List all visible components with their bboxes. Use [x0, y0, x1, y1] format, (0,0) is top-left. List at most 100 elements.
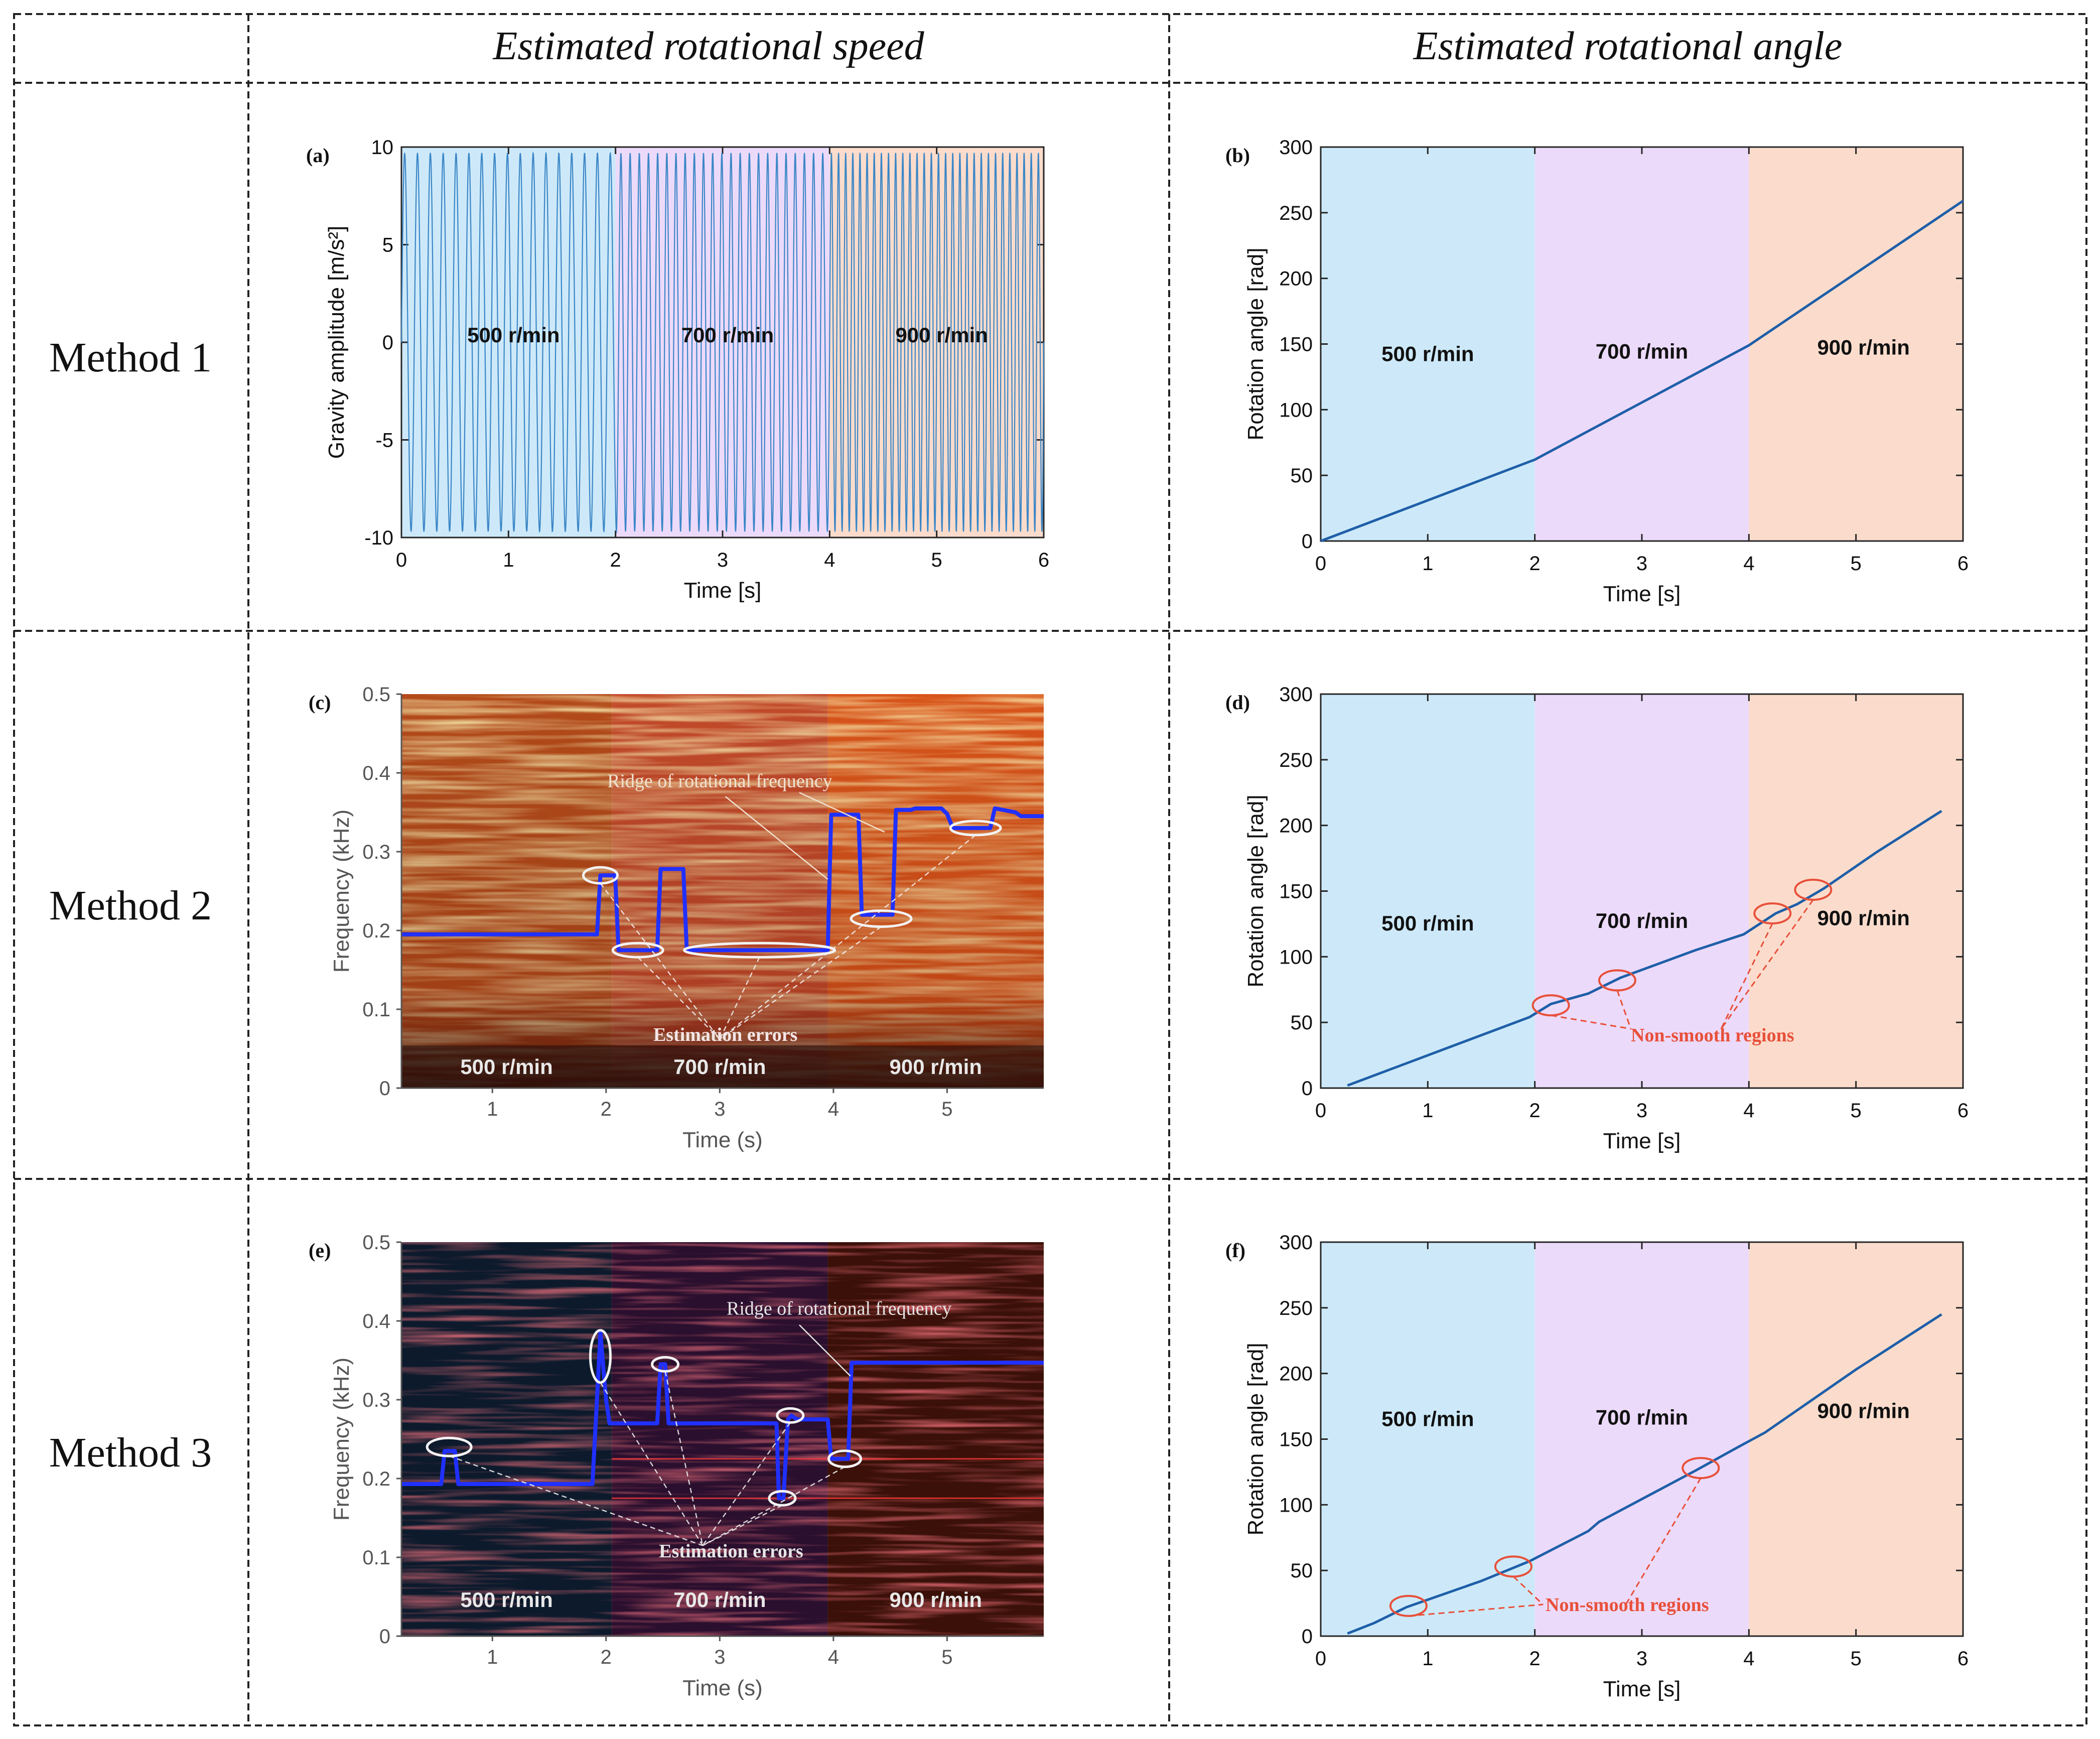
annotation-leader	[1616, 990, 1632, 1029]
panel-label: (e)	[309, 1239, 331, 1262]
x-tick-label: 0	[1315, 1100, 1326, 1122]
chart-panel-f: 0 1 2 3 4 5 6 0 50 100 150 200 250 300 Time [s] Rotatio…	[1225, 1232, 1969, 1701]
x-tick-label: 5	[1851, 1100, 1862, 1122]
band-label: 700 r/min	[1596, 1406, 1688, 1429]
x-axis-label: Time [s]	[1603, 1129, 1681, 1153]
chart-panel-c: 1 2 3 4 5 0 0.1 0.2 0.3 0.4 0.5 Time (s) Frequency (…	[309, 684, 1044, 1152]
y-axis-label: Rotation angle [rad]	[1243, 247, 1268, 440]
y-tick-label: 300	[1279, 1232, 1313, 1254]
y-tick-label: -5	[375, 430, 393, 452]
band-label: 700 r/min	[673, 1588, 766, 1612]
y-tick-label: 200	[1279, 268, 1313, 290]
annotation-text: Non-smooth regions	[1546, 1594, 1709, 1616]
x-tick-label: 2	[1529, 1648, 1541, 1670]
x-tick-label: 1	[503, 549, 514, 571]
ridge-leader	[725, 796, 828, 880]
y-tick-label: 200	[1279, 1363, 1313, 1385]
spectrogram-texture	[401, 1242, 1044, 1636]
band-label: 500 r/min	[1381, 911, 1474, 935]
speed-band	[1321, 694, 1535, 1088]
x-tick-label: 6	[1957, 1100, 1969, 1122]
ridge-annotation: Ridge of rotational frequency	[727, 1298, 951, 1319]
x-tick-label: 6	[1957, 553, 1969, 575]
y-tick-label: 0.3	[362, 841, 390, 863]
x-tick-label: 5	[931, 549, 942, 571]
speed-band	[1321, 147, 1535, 541]
y-tick-label: 50	[1291, 465, 1313, 487]
y-tick-label: 0.4	[362, 762, 390, 784]
y-tick-label: 250	[1279, 749, 1313, 771]
x-tick-label: 2	[610, 549, 621, 571]
x-axis-label: Time (s)	[682, 1128, 763, 1152]
y-tick-label: 0.5	[362, 684, 390, 706]
y-tick-label: 0	[1302, 530, 1313, 553]
speed-band	[1321, 1242, 1535, 1636]
x-tick-label: 5	[1851, 553, 1862, 575]
y-tick-label: 0.4	[362, 1310, 390, 1332]
chart-panel-d: 0 1 2 3 4 5 6 0 50 100 150 200 250 300 Time [s] Rotatio…	[1225, 684, 1969, 1153]
y-tick-label: 0.2	[362, 1468, 390, 1490]
series-line	[1347, 810, 1942, 1087]
band-label: 700 r/min	[1596, 339, 1688, 363]
annotation-leader	[1408, 1603, 1544, 1617]
error-leader	[719, 834, 976, 1040]
annotation-leader	[1551, 1014, 1631, 1030]
error-leader	[702, 1466, 846, 1546]
panel-label: (b)	[1225, 144, 1250, 167]
y-axis-label: Frequency (kHz)	[329, 1358, 354, 1521]
table-frame	[13, 13, 2087, 1726]
chart-panel-e: 1 2 3 4 5 0 0.1 0.2 0.3 0.4 0.5 Time (s) Frequency (…	[309, 1232, 1044, 1700]
x-tick-label: 5	[1851, 1648, 1862, 1670]
series-line	[1347, 1313, 1942, 1635]
y-tick-label: 300	[1279, 137, 1313, 159]
x-tick-label: 5	[941, 1098, 952, 1120]
x-tick-label: 1	[1422, 553, 1433, 575]
speed-band	[1749, 147, 1963, 541]
annotation-leader	[1625, 1478, 1702, 1605]
error-leader	[600, 883, 721, 1040]
y-tick-label: 0.1	[362, 999, 390, 1021]
error-leader	[702, 1505, 783, 1546]
band-label: 900 r/min	[1817, 1399, 1909, 1423]
panel-label: (d)	[1225, 691, 1250, 714]
panel-label: (a)	[306, 144, 330, 167]
y-tick-label: 0	[1302, 1078, 1313, 1100]
ridge-leader	[799, 792, 885, 833]
speed-band	[1749, 694, 1963, 1088]
error-leader	[664, 1371, 704, 1546]
x-tick-label: 1	[487, 1646, 498, 1668]
error-leader	[719, 926, 882, 1040]
y-tick-label: 300	[1279, 684, 1313, 706]
x-tick-label: 3	[1636, 1648, 1647, 1670]
band-label: 900 r/min	[895, 323, 988, 347]
x-tick-label: 2	[1529, 1100, 1541, 1122]
x-axis-label: Time (s)	[682, 1676, 763, 1700]
y-axis-label: Rotation angle [rad]	[1243, 1343, 1268, 1535]
y-tick-label: 150	[1279, 334, 1313, 356]
error-leader	[719, 957, 760, 1040]
band-label: 500 r/min	[1381, 342, 1474, 366]
y-tick-label: 250	[1279, 202, 1313, 224]
error-leader	[449, 1455, 703, 1546]
x-tick-label: 2	[601, 1098, 612, 1120]
chart-panel-a: 0 1 2 3 4 5 6 -10 -5 0 5 10 Time [s] Gravity amplitud…	[306, 137, 1049, 603]
y-tick-label: 0.2	[362, 920, 390, 942]
x-tick-label: 4	[1743, 1648, 1754, 1670]
x-axis-label: Time [s]	[1603, 582, 1681, 606]
frequency-ridge	[401, 806, 1044, 953]
chart-panel-b: 0 1 2 3 4 5 6 0 50 100 150 200 250 300 Time [s] Rotatio…	[1225, 137, 1969, 606]
header-speed: Estimated rotational speed	[492, 24, 924, 68]
y-tick-label: 0	[382, 332, 393, 354]
y-tick-label: 100	[1279, 1494, 1313, 1516]
x-tick-label: 1	[487, 1098, 498, 1120]
band-label: 500 r/min	[460, 1055, 552, 1079]
x-tick-label: 5	[941, 1646, 952, 1668]
x-tick-label: 4	[1743, 553, 1754, 575]
x-tick-label: 3	[714, 1646, 725, 1668]
label-strip	[401, 1045, 1044, 1088]
x-tick-label: 4	[828, 1646, 839, 1668]
ridge-leader	[799, 1324, 851, 1377]
y-axis-label: Gravity amplitude [m/s²]	[324, 226, 349, 459]
error-leader	[600, 1382, 704, 1546]
speed-band	[1534, 694, 1749, 1088]
